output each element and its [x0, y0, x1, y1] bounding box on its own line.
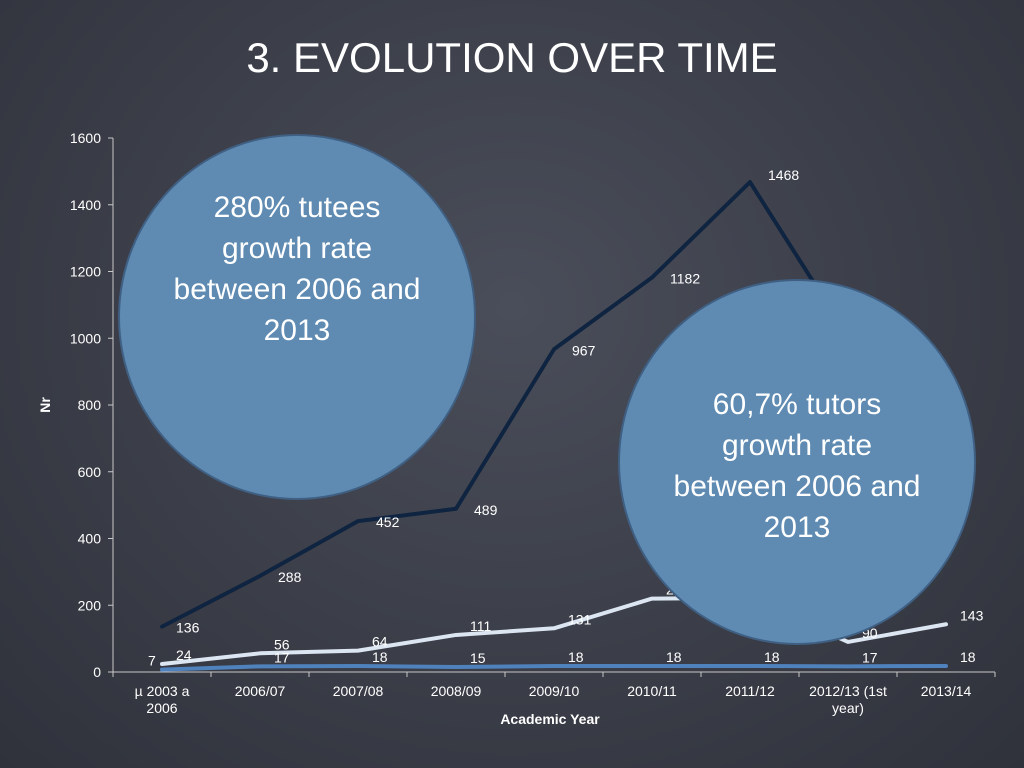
data-label: 131	[568, 611, 592, 627]
data-label: 56	[274, 636, 290, 652]
y-tick-label: 400	[78, 531, 102, 547]
data-label: 967	[572, 342, 596, 358]
y-axis-label: Nr	[37, 397, 53, 413]
series-2-point	[846, 640, 850, 644]
slide-title: 3. EVOLUTION OVER TIME	[246, 34, 778, 81]
series-3-point	[846, 664, 850, 668]
series-3-point	[454, 665, 458, 669]
data-label: 1468	[768, 167, 799, 183]
data-label: 111	[470, 618, 491, 634]
series-3-point	[552, 664, 556, 668]
y-tick-label: 800	[78, 397, 102, 413]
data-label: 18	[568, 649, 584, 665]
y-tick-label: 200	[78, 597, 102, 613]
data-label: 18	[372, 649, 388, 665]
x-axis-label: Academic Year	[500, 711, 600, 727]
x-tick-label: 2006/07	[235, 683, 286, 699]
series-1-point	[748, 180, 752, 184]
data-label: 136	[176, 620, 200, 636]
tutees-growth-callout: 280% tutees growth rate between 2006 and…	[118, 134, 476, 500]
series-2-point	[258, 651, 262, 655]
x-tick-label: 2008/09	[431, 683, 482, 699]
series-1-point	[454, 507, 458, 511]
y-tick-label: 1600	[70, 130, 101, 146]
y-tick-label: 0	[93, 664, 101, 680]
data-label: 288	[278, 569, 302, 585]
series-3-point	[160, 668, 164, 672]
data-label: 452	[376, 514, 400, 530]
series-2-point	[944, 622, 948, 626]
series-2-point	[454, 633, 458, 637]
series-3-point	[944, 664, 948, 668]
series-1-point	[552, 347, 556, 351]
x-tick-label: 2009/10	[529, 683, 580, 699]
tutees-growth-text: 280% tutees growth rate between 2006 and…	[173, 191, 421, 347]
series-1-point	[650, 276, 654, 280]
data-label: 64	[372, 634, 388, 650]
series-3-point	[748, 664, 752, 668]
chart-data-labels: 1362884524899671182146810052456641111312…	[148, 167, 984, 669]
series-3-point	[356, 664, 360, 668]
data-label: 18	[666, 649, 682, 665]
y-tick-label: 1000	[70, 330, 101, 346]
x-tick-label: 2007/08	[333, 683, 384, 699]
x-tick-label: 2012/13 (1st year)	[809, 683, 887, 716]
data-label: 7	[148, 653, 156, 669]
series-1-point	[258, 574, 262, 578]
series-2-point	[552, 626, 556, 630]
tutors-growth-text: 60,7% tutors growth rate between 2006 an…	[673, 388, 921, 544]
data-label: 15	[470, 650, 486, 666]
chart-axes: 0 200 400 600 800 1000 1200 1400 1600 µ 2003 a 200…	[70, 130, 996, 716]
y-tick-label: 1400	[70, 197, 101, 213]
series-1-point	[160, 625, 164, 629]
series-1-point	[356, 519, 360, 523]
x-tick-label: µ 2003 a 2006	[135, 683, 190, 716]
data-label: 18	[764, 649, 780, 665]
series-2-point	[650, 597, 654, 601]
data-label: 1182	[670, 271, 700, 287]
data-label: 17	[274, 649, 290, 665]
data-label: 489	[474, 502, 498, 518]
data-label: 143	[960, 607, 984, 623]
tutors-growth-callout: 60,7% tutors growth rate between 2006 an…	[618, 279, 976, 645]
series-3-point	[650, 664, 654, 668]
y-tick-label: 1200	[70, 264, 101, 280]
x-tick-label: 2011/12	[725, 683, 775, 699]
data-label: 18	[960, 649, 976, 665]
x-tick-label: 2013/14	[921, 683, 972, 699]
y-tick-label: 600	[78, 464, 102, 480]
data-label: 17	[862, 649, 878, 665]
series-3-point	[258, 664, 262, 668]
data-label: 24	[176, 647, 192, 663]
series-2-point	[356, 649, 360, 653]
series-2-point	[160, 662, 164, 666]
x-tick-label: 2010/11	[627, 683, 677, 699]
